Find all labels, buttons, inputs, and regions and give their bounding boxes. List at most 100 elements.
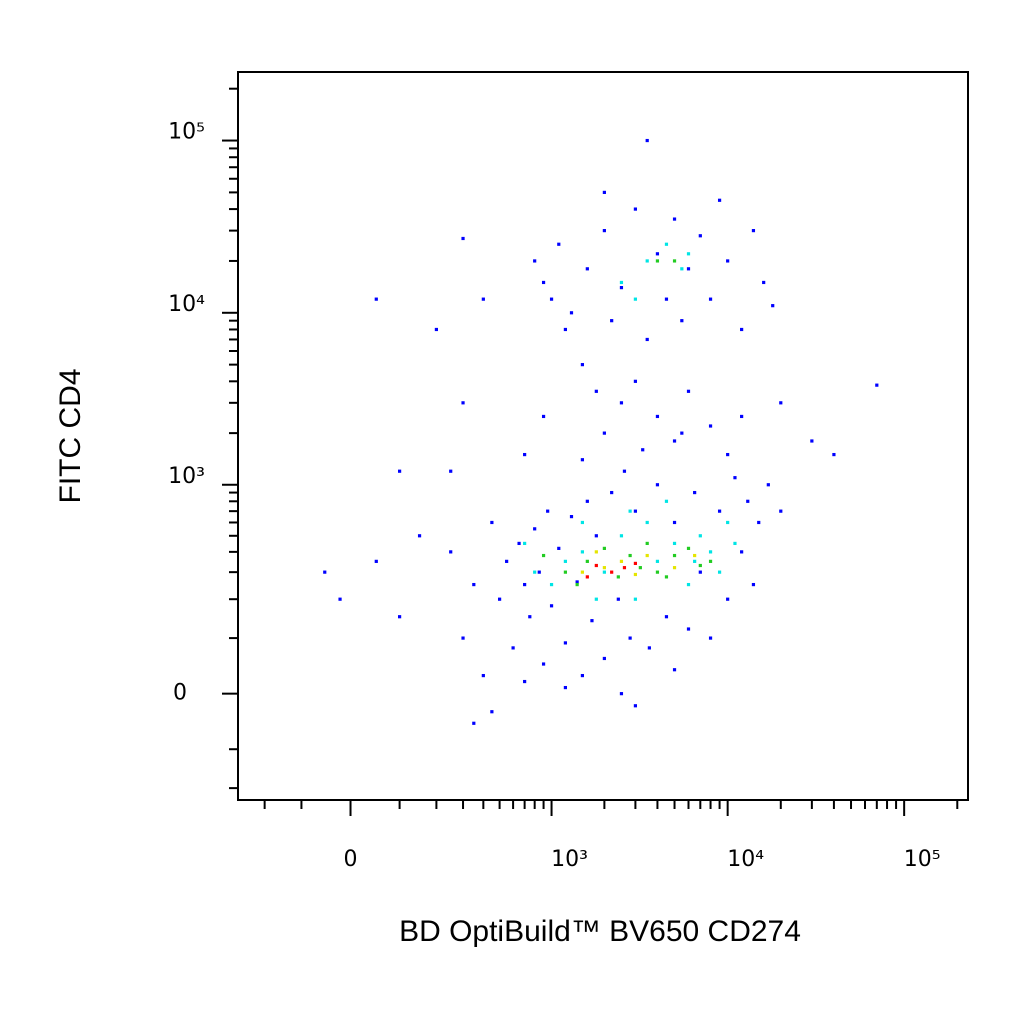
point xyxy=(557,242,561,246)
point xyxy=(746,499,750,503)
point xyxy=(633,561,638,566)
point xyxy=(397,469,402,473)
point xyxy=(585,559,589,563)
point xyxy=(549,604,554,608)
point xyxy=(569,311,574,315)
point xyxy=(619,534,624,538)
point xyxy=(481,297,485,301)
point xyxy=(717,198,722,202)
point xyxy=(505,559,509,563)
point xyxy=(517,541,521,546)
point xyxy=(740,550,744,554)
point xyxy=(633,597,638,601)
point xyxy=(523,679,527,684)
point xyxy=(563,641,568,645)
point xyxy=(541,414,546,419)
point xyxy=(546,509,550,513)
point xyxy=(575,580,579,584)
point xyxy=(708,550,713,554)
point xyxy=(680,431,684,435)
point xyxy=(686,582,691,587)
point xyxy=(645,520,649,525)
point xyxy=(726,259,730,263)
point xyxy=(708,424,713,428)
point xyxy=(616,575,620,579)
point xyxy=(541,553,546,558)
point xyxy=(686,252,691,256)
point xyxy=(619,286,624,290)
point xyxy=(497,597,502,601)
point xyxy=(633,509,638,513)
point xyxy=(698,534,702,538)
point xyxy=(585,575,589,579)
point xyxy=(633,207,638,211)
point xyxy=(594,550,598,554)
point xyxy=(490,710,494,714)
point xyxy=(708,636,713,640)
point xyxy=(580,673,585,678)
point xyxy=(740,327,744,332)
point xyxy=(602,566,606,570)
point xyxy=(655,483,660,487)
point xyxy=(549,582,554,587)
point xyxy=(672,541,677,546)
point xyxy=(664,615,669,619)
point xyxy=(590,619,594,623)
point xyxy=(434,327,438,332)
point xyxy=(698,234,702,238)
point xyxy=(633,297,638,301)
point xyxy=(616,597,620,601)
point xyxy=(563,685,568,690)
y-tick-label: 10³ xyxy=(168,464,205,489)
point xyxy=(664,297,669,301)
point xyxy=(751,582,756,587)
y-tick-label: 10⁴ xyxy=(168,292,205,317)
point xyxy=(449,550,453,554)
point xyxy=(633,704,638,708)
point xyxy=(580,363,585,367)
point xyxy=(779,509,783,513)
point xyxy=(779,401,783,405)
point xyxy=(533,527,537,531)
point xyxy=(740,414,744,419)
point xyxy=(645,259,649,263)
point xyxy=(645,541,649,546)
point xyxy=(397,615,402,619)
point xyxy=(533,570,537,574)
point xyxy=(751,229,756,233)
point xyxy=(541,280,546,285)
point xyxy=(680,319,684,323)
point xyxy=(481,673,485,678)
point xyxy=(602,656,606,661)
point xyxy=(580,458,585,462)
point xyxy=(619,280,624,285)
point xyxy=(672,259,677,263)
point xyxy=(569,515,574,519)
point xyxy=(338,597,342,601)
point xyxy=(672,439,677,443)
point xyxy=(693,553,697,558)
point xyxy=(633,572,638,577)
point xyxy=(523,582,527,587)
point xyxy=(680,267,684,271)
point xyxy=(461,401,465,405)
point xyxy=(602,190,606,194)
point xyxy=(641,448,645,452)
point xyxy=(610,490,614,495)
point xyxy=(528,615,532,619)
point xyxy=(602,431,606,435)
y-axis-label: FITC CD4 xyxy=(54,369,87,504)
point xyxy=(602,229,606,233)
point xyxy=(563,559,568,563)
point xyxy=(664,242,669,246)
point xyxy=(672,217,677,221)
point xyxy=(645,337,649,342)
point xyxy=(472,721,476,725)
point xyxy=(655,559,660,563)
point xyxy=(594,389,598,393)
point xyxy=(762,280,766,285)
point xyxy=(672,520,677,525)
point xyxy=(766,483,770,487)
point xyxy=(655,259,660,263)
point xyxy=(733,541,737,546)
